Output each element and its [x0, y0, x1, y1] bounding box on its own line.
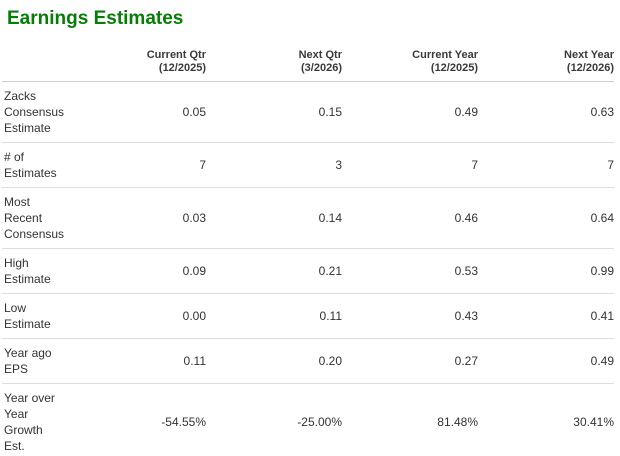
table-row-year-ago-eps: Year ago EPS 0.11 0.20 0.27 0.49 [2, 338, 614, 384]
cell-value: 0.49 [478, 338, 614, 384]
row-label: Year over Year Growth Est. [2, 383, 70, 456]
header-corner-cell [2, 30, 70, 82]
page-title: Earnings Estimates [7, 8, 184, 29]
cell-value: 0.27 [342, 338, 478, 384]
cell-value: 30.41% [478, 383, 614, 456]
column-period-label: Current Qtr [146, 49, 206, 61]
cell-value: 7 [70, 142, 206, 188]
cell-value: 0.05 [70, 81, 206, 143]
column-header-current-year: Current Year (12/2025) [342, 30, 478, 82]
row-label: # of Estimates [2, 142, 70, 188]
cell-value: 0.46 [342, 187, 478, 249]
cell-value: 7 [478, 142, 614, 188]
cell-value: 0.49 [342, 81, 478, 143]
column-header-next-qtr: Next Qtr (3/2026) [206, 30, 342, 82]
cell-value: 0.11 [206, 293, 342, 339]
column-header-next-year: Next Year (12/2026) [478, 30, 614, 82]
cell-value: 3 [206, 142, 342, 188]
column-period-label: Next Year [564, 49, 614, 61]
cell-value: -25.00% [206, 383, 342, 456]
cell-value: 0.15 [206, 81, 342, 143]
header-row: Current Qtr (12/2025) Next Qtr (3/2026) … [2, 30, 614, 82]
row-label: Low Estimate [2, 293, 70, 339]
cell-value: 81.48% [342, 383, 478, 456]
cell-value: 0.63 [478, 81, 614, 143]
table-row-most-recent-consensus: Most Recent Consensus 0.03 0.14 0.46 0.6… [2, 187, 614, 249]
row-label: Zacks Consensus Estimate [2, 81, 70, 143]
cell-value: 0.41 [478, 293, 614, 339]
column-header-current-qtr: Current Qtr (12/2025) [70, 30, 206, 82]
cell-value: 0.64 [478, 187, 614, 249]
row-label: Year ago EPS [2, 338, 70, 384]
cell-value: 0.14 [206, 187, 342, 249]
cell-value: 0.53 [342, 248, 478, 294]
earnings-estimates-table: Current Qtr (12/2025) Next Qtr (3/2026) … [2, 30, 614, 456]
cell-value: 0.03 [70, 187, 206, 249]
column-date-label: (12/2026) [566, 62, 614, 74]
cell-value: 0.43 [342, 293, 478, 339]
column-date-label: (12/2025) [158, 62, 206, 74]
cell-value: 0.09 [70, 248, 206, 294]
cell-value: 7 [342, 142, 478, 188]
column-date-label: (12/2025) [430, 62, 478, 74]
cell-value: 0.00 [70, 293, 206, 339]
column-period-label: Next Qtr [298, 49, 342, 61]
table-row-number-of-estimates: # of Estimates 7 3 7 7 [2, 142, 614, 188]
table-row-low-estimate: Low Estimate 0.00 0.11 0.43 0.41 [2, 293, 614, 339]
cell-value: 0.21 [206, 248, 342, 294]
row-label: Most Recent Consensus [2, 187, 70, 249]
cell-value: 0.99 [478, 248, 614, 294]
column-period-label: Current Year [412, 49, 478, 61]
cell-value: 0.20 [206, 338, 342, 384]
column-date-label: (3/2026) [301, 62, 342, 74]
row-label: High Estimate [2, 248, 70, 294]
table-row-high-estimate: High Estimate 0.09 0.21 0.53 0.99 [2, 248, 614, 294]
table-row-year-over-year-growth-est: Year over Year Growth Est. -54.55% -25.0… [2, 383, 614, 456]
table-row-zacks-consensus-estimate: Zacks Consensus Estimate 0.05 0.15 0.49 … [2, 81, 614, 143]
cell-value: 0.11 [70, 338, 206, 384]
cell-value: -54.55% [70, 383, 206, 456]
